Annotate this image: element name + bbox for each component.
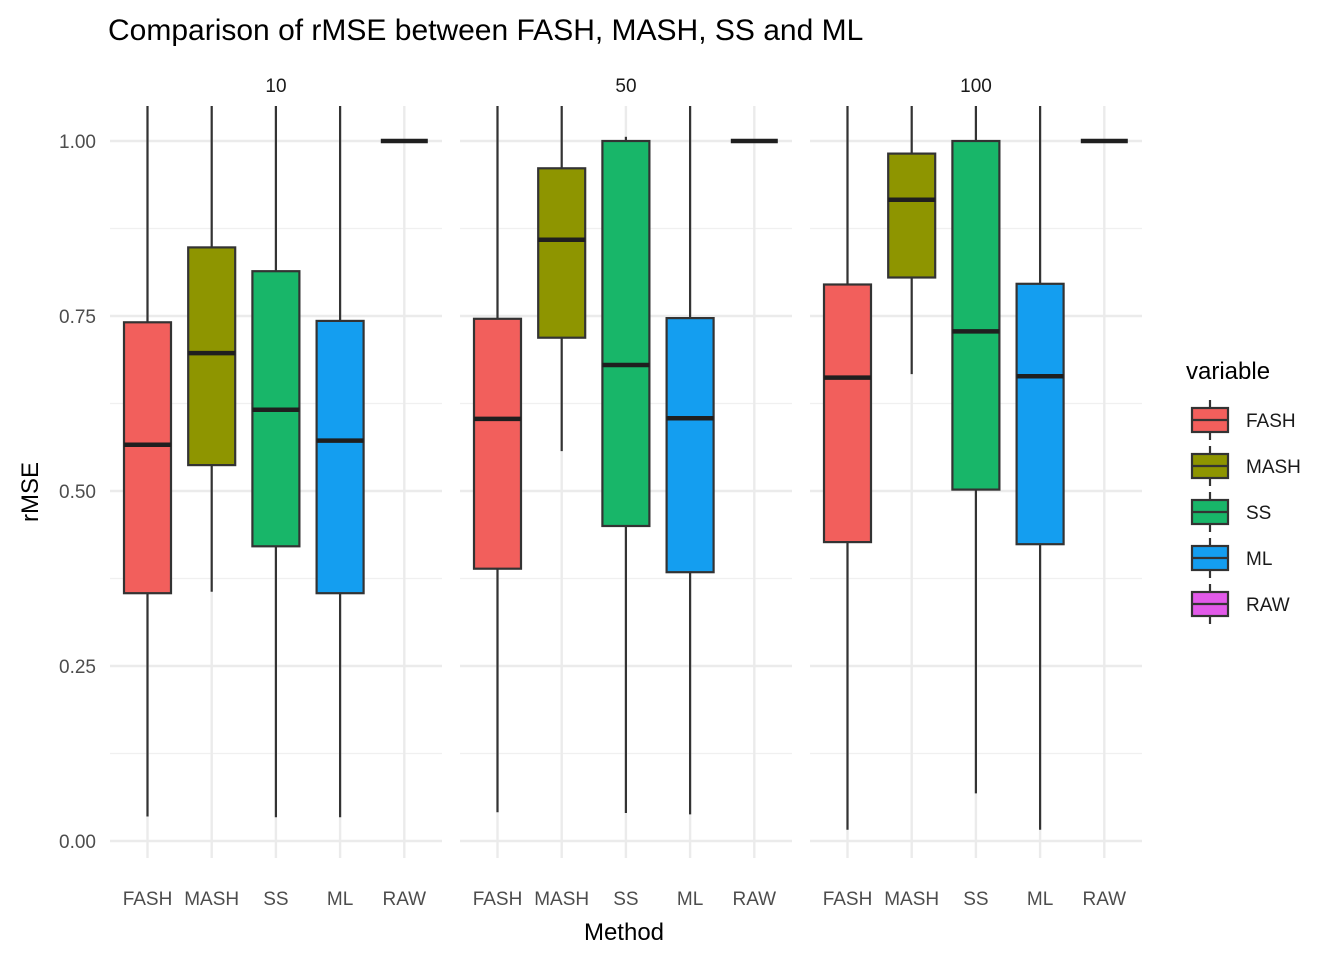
box-fash-50 (472, 106, 523, 813)
box-body (315, 319, 365, 595)
y-tick-label: 0.75 (59, 307, 96, 328)
box-body (537, 167, 587, 339)
x-tick-label: RAW (732, 889, 776, 910)
y-tick-label: 1.00 (59, 132, 96, 153)
box-ss-50 (601, 136, 651, 813)
box-body (1015, 282, 1065, 546)
x-tick-label: SS (613, 889, 638, 910)
chart-title: Comparison of rMSE between FASH, MASH, S… (108, 14, 863, 47)
facet-panel-10: 10 FASH MASH SS ML RAW (110, 76, 442, 910)
facet-label-50: 50 (615, 76, 636, 97)
box-ml-100 (1015, 106, 1065, 830)
legend-item-ss: SS (1190, 492, 1271, 532)
box-body (122, 321, 173, 595)
box-body (187, 246, 237, 467)
box-body (822, 283, 873, 544)
x-tick-label: MASH (884, 889, 939, 910)
y-tick-label: 0.50 (59, 482, 96, 503)
x-tick-label: SS (263, 889, 288, 910)
box-ml-10 (315, 106, 365, 818)
facet-label-100: 100 (960, 76, 992, 97)
box-body (472, 317, 523, 570)
x-tick-label: SS (963, 889, 988, 910)
x-tick-label: RAW (1082, 889, 1126, 910)
box-body (665, 317, 715, 574)
box-mash-10 (187, 106, 237, 592)
x-tick-label: FASH (473, 889, 523, 910)
legend-item-ml: ML (1190, 538, 1272, 578)
legend-item-raw: RAW (1190, 584, 1290, 624)
box-ss-10 (251, 106, 301, 818)
x-tick-label: RAW (382, 889, 426, 910)
facet-panel-50: 50 FASH MASH SS ML RAW (460, 76, 792, 910)
legend-label: FASH (1246, 411, 1296, 432)
box-body (601, 139, 651, 528)
box-fash-100 (822, 106, 873, 830)
y-tick-label: 0.25 (59, 657, 96, 678)
x-tick-label: ML (1027, 889, 1053, 910)
box-fash-10 (122, 106, 173, 817)
box-ss-100 (951, 106, 1001, 794)
box-body (951, 139, 1001, 491)
x-axis-title: Method (584, 919, 664, 946)
box-mash-50 (537, 106, 587, 452)
facet-panel-100: 100 FASH MASH SS ML RAW (810, 76, 1142, 910)
box-mash-100 (887, 106, 937, 375)
legend-label: MASH (1246, 457, 1301, 478)
x-tick-label: ML (677, 889, 703, 910)
facet-label-10: 10 (265, 76, 286, 97)
x-tick-label: MASH (534, 889, 589, 910)
y-tick-label: 0.00 (59, 832, 96, 853)
y-axis-title: rMSE (17, 462, 44, 522)
box-body (887, 152, 937, 279)
legend-item-mash: MASH (1190, 446, 1301, 486)
legend-label: RAW (1246, 595, 1290, 616)
x-tick-label: MASH (184, 889, 239, 910)
legend-title: variable (1186, 358, 1270, 385)
x-tick-label: FASH (123, 889, 173, 910)
x-tick-label: FASH (823, 889, 873, 910)
box-ml-50 (665, 106, 715, 815)
legend-label: ML (1246, 549, 1272, 570)
legend-label: SS (1246, 503, 1271, 524)
legend: variable FASH MASH SS ML RAW (1186, 358, 1301, 624)
legend-item-fash: FASH (1190, 400, 1296, 440)
x-tick-label: ML (327, 889, 353, 910)
